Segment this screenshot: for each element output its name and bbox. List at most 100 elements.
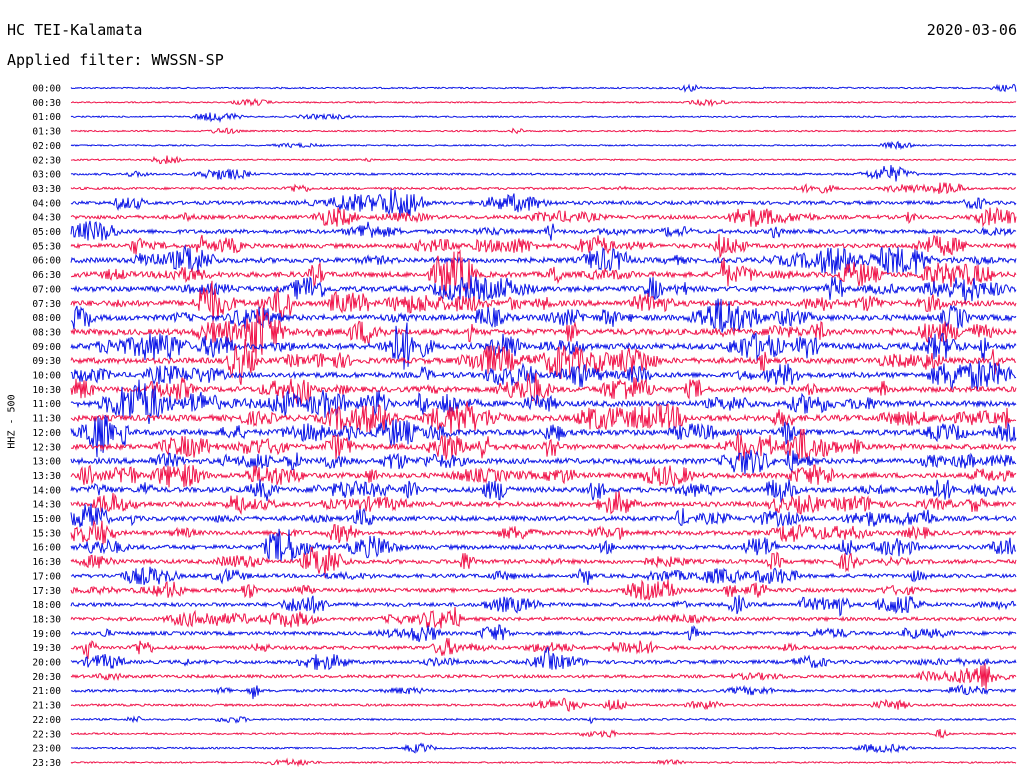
trace-0030 [70, 97, 1017, 108]
time-tick-label: 18:00 [32, 600, 61, 611]
trace-0400 [70, 188, 1017, 217]
trace-1730 [70, 579, 1017, 602]
trace-1700 [70, 566, 1017, 586]
time-tick-label: 07:30 [32, 299, 61, 310]
trace-1200 [70, 414, 1017, 458]
trace-0100 [70, 112, 1017, 124]
time-tick-label: 12:00 [32, 428, 61, 439]
trace-1530 [70, 519, 1017, 545]
trace-1800 [70, 595, 1017, 617]
time-tick-label: 07:00 [32, 284, 61, 295]
trace-0200 [70, 140, 1017, 151]
time-tick-label: 04:30 [32, 213, 61, 224]
time-tick-label: 15:30 [32, 528, 61, 539]
trace-2130 [70, 697, 1017, 712]
trace-2230 [70, 728, 1017, 739]
trace-0730 [70, 280, 1017, 324]
time-tick-label: 01:00 [32, 112, 61, 123]
time-tick-label: 10:30 [32, 385, 61, 396]
time-tick-label: 11:00 [32, 399, 61, 410]
trace-2030 [70, 663, 1017, 690]
trace-0500 [70, 220, 1017, 241]
trace-0530 [70, 233, 1017, 259]
time-tick-label: 08:30 [32, 327, 61, 338]
time-tick-label: 20:30 [32, 672, 61, 683]
time-tick-label: 16:00 [32, 543, 61, 554]
trace-2200 [70, 715, 1017, 725]
trace-0800 [70, 298, 1017, 333]
time-tick-label: 21:30 [32, 701, 61, 712]
filter-label: Applied filter: WWSSN-SP [7, 51, 224, 69]
time-tick-label: 03:00 [32, 170, 61, 181]
time-tick-label: 05:00 [32, 227, 61, 238]
trace-0430 [70, 206, 1017, 228]
trace-1330 [70, 464, 1017, 488]
time-tick-label: 06:00 [32, 256, 61, 267]
trace-0830 [70, 307, 1017, 361]
time-tick-label: 08:00 [32, 313, 61, 324]
trace-1930 [70, 637, 1017, 660]
time-tick-label: 09:30 [32, 356, 61, 367]
time-tick-label: 11:30 [32, 414, 61, 425]
time-tick-label: 03:30 [32, 184, 61, 195]
trace-1400 [70, 479, 1017, 503]
time-tick-label: 21:00 [32, 686, 61, 697]
time-tick-label: 17:00 [32, 571, 61, 582]
date-label: 2020-03-06 [926, 21, 1017, 39]
trace-0700 [70, 275, 1017, 304]
time-tick-label: 00:00 [32, 84, 61, 95]
trace-1130 [70, 401, 1017, 434]
time-tick-label: 14:00 [32, 485, 61, 496]
trace-2100 [70, 684, 1017, 700]
time-tick-label: 13:30 [32, 471, 61, 482]
trace-0230 [70, 155, 1017, 165]
trace-0600 [70, 244, 1017, 275]
time-tick-label: 19:00 [32, 629, 61, 640]
time-tick-label: 19:30 [32, 643, 61, 654]
time-tick-label: 00:30 [32, 98, 61, 109]
trace-0630 [70, 249, 1017, 298]
trace-2300 [70, 742, 1017, 754]
time-tick-label: 01:30 [32, 127, 61, 138]
time-tick-label: 16:30 [32, 557, 61, 568]
time-tick-label: 20:00 [32, 658, 61, 669]
time-tick-label: 23:30 [32, 758, 61, 769]
time-tick-label: 02:00 [32, 141, 61, 152]
trace-1500 [70, 503, 1017, 529]
trace-1600 [70, 528, 1017, 562]
trace-0330 [70, 182, 1017, 195]
trace-0930 [70, 339, 1017, 386]
trace-1830 [70, 607, 1017, 629]
trace-2330 [70, 757, 1017, 768]
time-tick-label: 17:30 [32, 586, 61, 597]
time-tick-label: 22:30 [32, 729, 61, 740]
trace-0000 [70, 83, 1017, 93]
trace-1000 [70, 360, 1017, 392]
time-tick-label: 23:00 [32, 744, 61, 755]
trace-1230 [70, 428, 1017, 463]
time-tick-label: 06:30 [32, 270, 61, 281]
trace-2000 [70, 646, 1017, 671]
trace-1100 [70, 379, 1017, 424]
trace-0900 [70, 322, 1017, 370]
trace-1300 [70, 449, 1017, 475]
time-tick-label: 04:00 [32, 198, 61, 209]
trace-1030 [70, 372, 1017, 406]
trace-1430 [70, 491, 1017, 516]
trace-0300 [70, 164, 1017, 182]
time-tick-label: 05:30 [32, 241, 61, 252]
trace-0130 [70, 127, 1017, 135]
time-tick-label: 22:00 [32, 715, 61, 726]
time-tick-label: 18:30 [32, 614, 61, 625]
time-tick-label: 14:30 [32, 500, 61, 511]
time-tick-label: 10:00 [32, 371, 61, 382]
time-tick-label: 12:30 [32, 442, 61, 453]
trace-1630 [70, 546, 1017, 578]
time-tick-label: 15:00 [32, 514, 61, 525]
station-title: HC TEI-Kalamata [7, 21, 143, 39]
time-tick-label: 02:30 [32, 155, 61, 166]
time-tick-label: 09:00 [32, 342, 61, 353]
time-tick-label: 13:00 [32, 457, 61, 468]
trace-1900 [70, 624, 1017, 643]
